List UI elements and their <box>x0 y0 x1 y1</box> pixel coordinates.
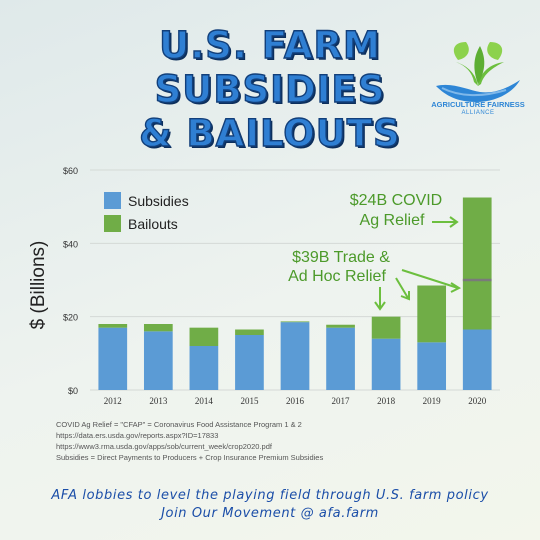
bar-bailouts-2014 <box>189 327 219 346</box>
x-tick-label: 2012 <box>104 396 122 406</box>
bar-subsidies-2019 <box>417 342 447 390</box>
logo-text-line-2: ALLIANCE <box>461 110 495 116</box>
y-axis-ticks: $0 $20 $40 $60 <box>63 166 78 396</box>
hand-with-sprout-icon <box>436 42 520 102</box>
y-tick-label: $20 <box>63 313 78 323</box>
legend-label-bailouts: Bailouts <box>128 216 178 232</box>
legend-swatch-subsidies <box>104 192 121 209</box>
bar-bailouts-2018 <box>371 316 401 339</box>
x-tick-label: 2016 <box>286 396 305 406</box>
bar-subsidies-2018 <box>371 338 401 390</box>
arrow-2019-head <box>400 291 410 301</box>
title-line-1: U.S. FARM <box>158 23 381 67</box>
x-axis-ticks: 2012 2013 2014 2015 2016 2017 2018 2019 2020 <box>104 396 487 406</box>
legend-swatch-bailouts <box>104 215 121 232</box>
y-tick-label: $0 <box>68 386 78 396</box>
bar-bailouts-2017 <box>326 324 355 328</box>
arrow-covid-head <box>449 216 459 228</box>
x-tick-label: 2015 <box>240 396 259 406</box>
source-note-4: Subsidies = Direct Payments to Producers… <box>56 453 324 462</box>
x-tick-label: 2014 <box>195 396 214 406</box>
x-tick-label: 2020 <box>468 396 487 406</box>
x-tick-label: 2013 <box>149 396 168 406</box>
footer-line-1: AFA lobbies to level the playing field t… <box>51 488 489 503</box>
bar-subsidies-2015 <box>235 335 264 390</box>
bar-subsidies-2012 <box>98 327 128 390</box>
bar-chart: $0 $20 $40 $60 2012 2013 2014 2015 2016 2017 2018… <box>28 166 500 406</box>
bar-bailouts-2015 <box>235 329 264 335</box>
bar-bailouts-2012 <box>98 324 128 328</box>
logo-text-line-1: AGRICULTURE FAIRNESS <box>431 100 525 109</box>
annotation-covid-line-2: Ag Relief <box>360 212 425 229</box>
chart-bars <box>98 197 492 390</box>
bar-subsidies-2014 <box>189 346 219 390</box>
y-axis-label: $ (Billions) <box>28 241 49 330</box>
bar-bailouts-2019 <box>417 285 447 343</box>
y-tick-label: $60 <box>63 166 78 176</box>
bar-subsidies-2016 <box>280 322 310 390</box>
bar-subsidies-2020 <box>462 329 492 390</box>
arrow-2018-head <box>374 301 386 311</box>
source-note-2: https://data.ers.usda.gov/reports.aspx?I… <box>56 431 219 440</box>
arrow-2020-head <box>450 282 462 293</box>
annotation-arrows <box>374 216 462 311</box>
x-tick-label: 2019 <box>423 396 442 406</box>
source-note-3: https://www3.rma.usda.gov/apps/sob/curre… <box>56 442 272 451</box>
footer-line-2: Join Our Movement @ afa.farm <box>161 506 379 521</box>
arrow-2020 <box>401 269 459 289</box>
source-note-1: COVID Ag Relief = "CFAP" = Coronavirus F… <box>56 420 302 429</box>
legend-label-subsidies: Subsidies <box>128 193 189 209</box>
bar-subsidies-2013 <box>143 331 173 390</box>
bar-bailouts-2020 <box>462 197 492 330</box>
arrow-2019 <box>395 277 409 299</box>
bar-bailouts-2013 <box>143 324 173 332</box>
annotation-covid-line-1: $24B COVID <box>350 192 442 209</box>
bar-subsidies-2017 <box>326 327 355 390</box>
title-line-3: & BAILOUTS <box>139 111 401 155</box>
annotation-trade-line-1: $39B Trade & <box>292 249 390 266</box>
bar-bailouts-2016 <box>280 321 310 323</box>
y-tick-label: $40 <box>63 239 78 249</box>
title-line-2: SUBSIDIES <box>154 67 386 111</box>
x-tick-label: 2018 <box>377 396 396 406</box>
x-tick-label: 2017 <box>332 396 351 406</box>
annotation-trade-line-2: Ad Hoc Relief <box>288 268 386 285</box>
